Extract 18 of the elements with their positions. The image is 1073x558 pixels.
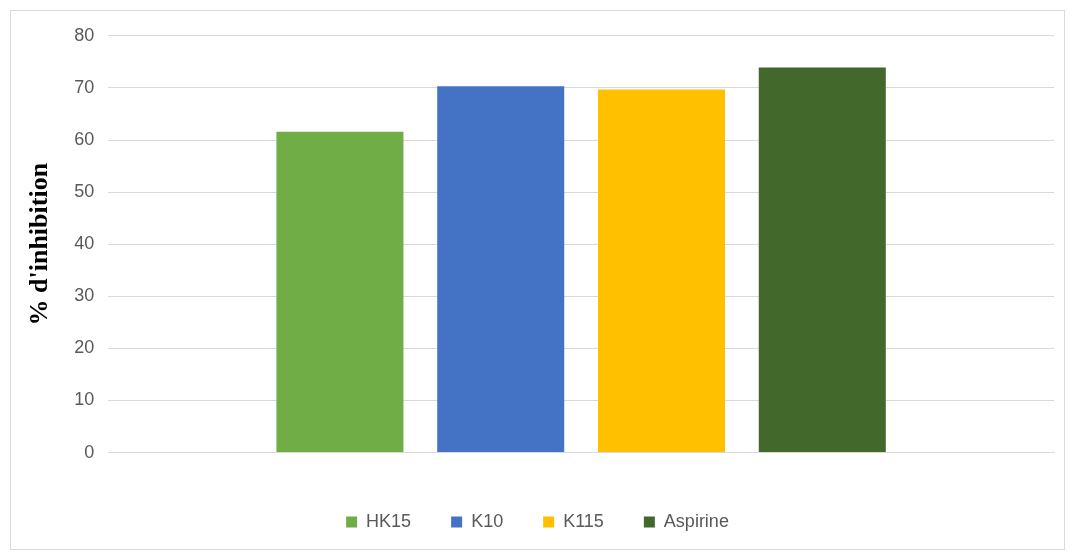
y-tick-label: 50 <box>74 181 95 202</box>
y-tick-label: 30 <box>74 285 95 306</box>
legend-label: HK15 <box>366 510 412 531</box>
bar <box>437 86 565 453</box>
legend-label: Aspirine <box>663 510 729 531</box>
y-tick-label: 10 <box>74 389 95 410</box>
y-tick-label: 20 <box>74 337 95 358</box>
bar <box>758 67 886 453</box>
y-tick-label: 40 <box>74 233 95 254</box>
y-tick-label: 70 <box>74 76 95 97</box>
y-tick-label: 0 <box>84 441 95 462</box>
legend-label: K115 <box>563 510 604 531</box>
y-tick-label: 60 <box>74 128 95 149</box>
legend-label: K10 <box>471 510 504 531</box>
y-axis-title: % d'inhibition <box>24 162 54 326</box>
bar <box>597 89 726 453</box>
bar <box>276 131 404 453</box>
y-tick-label: 80 <box>74 24 95 45</box>
